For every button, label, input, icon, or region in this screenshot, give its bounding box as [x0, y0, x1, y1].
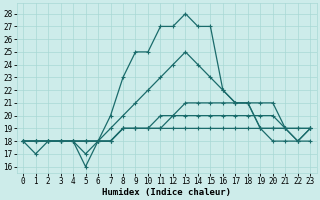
X-axis label: Humidex (Indice chaleur): Humidex (Indice chaleur) — [102, 188, 231, 197]
